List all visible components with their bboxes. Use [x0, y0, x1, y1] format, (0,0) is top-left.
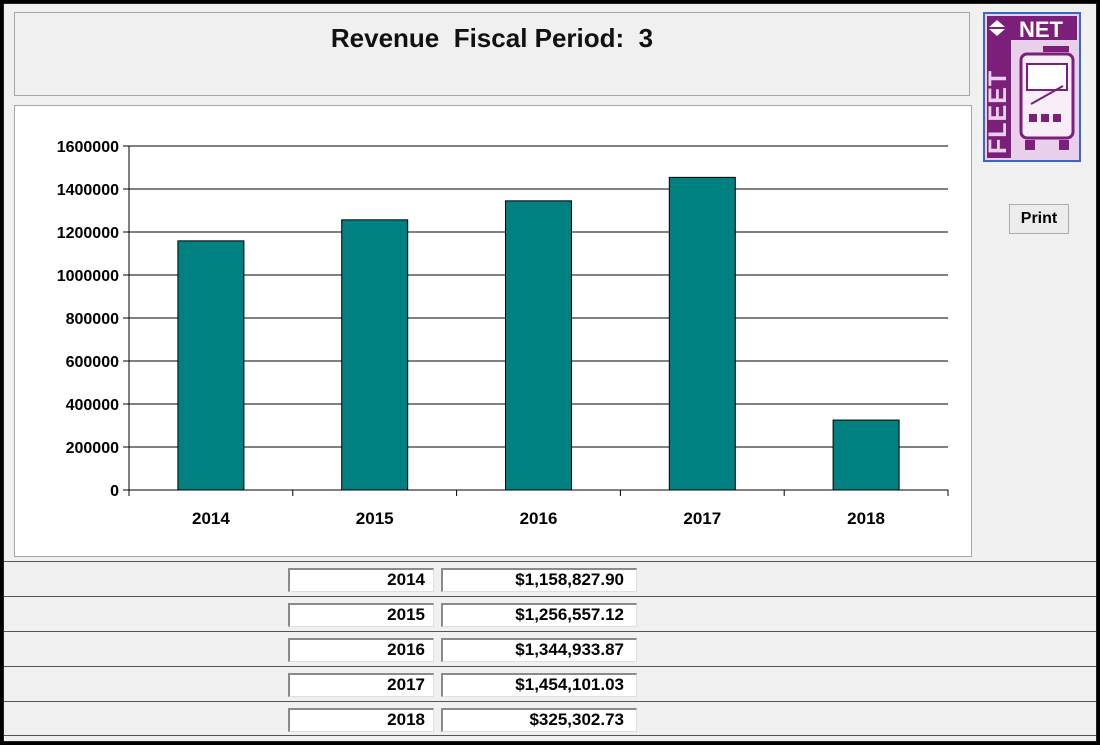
table-row: 2016 $1,344,933.87 [4, 631, 1096, 666]
y-tick-label: 0 [110, 483, 119, 500]
bar-2017 [668, 176, 736, 491]
revenue-amount-field[interactable]: $1,256,557.12 [441, 603, 637, 627]
revenue-amount-field[interactable]: $325,302.73 [441, 708, 637, 732]
y-tick-label: 1200000 [57, 225, 119, 242]
year-field[interactable]: 2015 [288, 603, 434, 627]
revenue-table: 2014 $1,158,827.90 2015 $1,256,557.12 2016 $1… [4, 561, 1096, 736]
fleetnet-logo: NET FLEET [983, 12, 1081, 162]
bar-2014 [177, 240, 245, 491]
x-tick-label: 2014 [192, 509, 230, 528]
y-tick-label: 200000 [66, 440, 119, 457]
y-tick-label: 400000 [66, 397, 119, 414]
logo-text-net: NET [1019, 17, 1064, 42]
y-tick-label: 1000000 [57, 268, 119, 285]
chart-panel: 0 200000 400000 600000 800000 1000000 1200000 1… [14, 105, 972, 557]
x-tick-label: 2017 [683, 509, 721, 528]
title-panel: Revenue Fiscal Period: 3 [14, 12, 970, 96]
year-field[interactable]: 2017 [288, 673, 434, 697]
year-field[interactable]: 2014 [288, 568, 434, 592]
x-tick-label: 2015 [356, 509, 394, 528]
y-tick-label: 800000 [66, 311, 119, 328]
bar-2015 [341, 219, 409, 491]
print-button[interactable]: Print [1009, 204, 1069, 234]
revenue-amount-field[interactable]: $1,158,827.90 [441, 568, 637, 592]
revenue-amount-field[interactable]: $1,454,101.03 [441, 673, 637, 697]
year-field[interactable]: 2018 [288, 708, 434, 732]
y-tick-label: 600000 [66, 354, 119, 371]
bar-2016 [505, 200, 572, 491]
bar-2018 [832, 419, 900, 491]
table-row: 2014 $1,158,827.90 [4, 561, 1096, 596]
x-tick-label: 2016 [520, 509, 558, 528]
x-tick-label: 2018 [847, 509, 885, 528]
revenue-amount-field[interactable]: $1,344,933.87 [441, 638, 637, 662]
table-row: 2015 $1,256,557.12 [4, 596, 1096, 631]
report-window: Revenue Fiscal Period: 3 0 200000 400000 60… [3, 3, 1097, 742]
table-row: 2017 $1,454,101.03 [4, 666, 1096, 701]
y-tick-label: 1600000 [57, 139, 119, 156]
logo-text-fleet: FLEET [985, 70, 1012, 154]
y-tick-label: 1400000 [57, 182, 119, 199]
year-field[interactable]: 2016 [288, 638, 434, 662]
report-title: Revenue Fiscal Period: 3 [330, 23, 654, 53]
table-row: 2018 $325,302.73 [4, 701, 1096, 736]
revenue-bar-chart: 0 200000 400000 600000 800000 1000000 1200000 1… [57, 139, 949, 528]
